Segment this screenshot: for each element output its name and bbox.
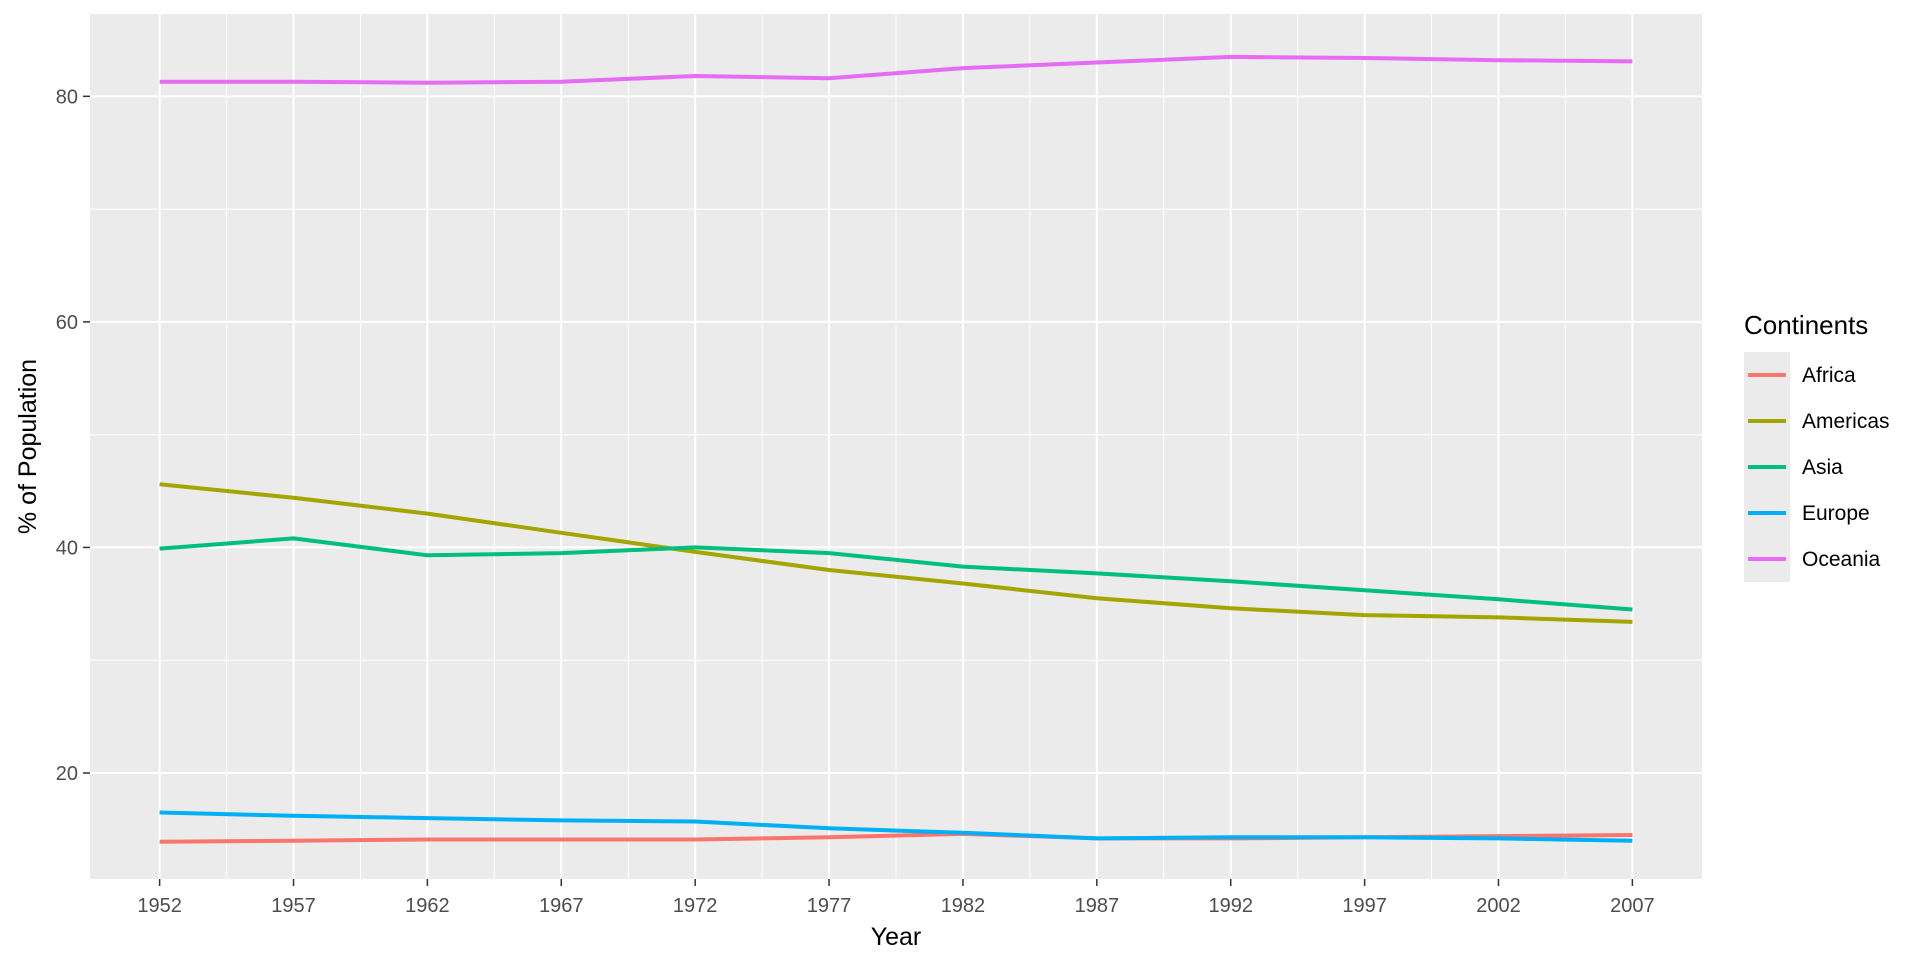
series-line-americas (159, 482, 1633, 624)
y-tick-label: 20 (56, 763, 78, 785)
y-axis: 20 40 60 80 (56, 86, 90, 785)
series-line-oceania (159, 54, 1633, 85)
x-tick-label: 2002 (1476, 895, 1521, 917)
x-tick-label: 1982 (941, 895, 986, 917)
x-tick-label: 1957 (271, 895, 316, 917)
x-tick-label: 1962 (405, 895, 450, 917)
legend-label-americas: Americas (1802, 410, 1890, 433)
x-tick-label: 1992 (1208, 895, 1253, 917)
series-lines (159, 54, 1633, 844)
legend: Continents Africa Americas Asia Europe Ocean… (1744, 310, 1890, 582)
x-tick-label: 1972 (673, 895, 718, 917)
x-tick-label: 1977 (807, 895, 852, 917)
y-tick-label: 40 (56, 537, 78, 559)
x-tick-label: 1997 (1342, 895, 1387, 917)
x-tick-label: 1987 (1075, 895, 1120, 917)
x-tick-label: 1967 (539, 895, 584, 917)
minor-gridlines (90, 14, 1702, 879)
x-tick-label: 1952 (137, 895, 182, 917)
major-gridlines (90, 14, 1702, 879)
legend-title: Continents (1744, 310, 1868, 340)
legend-label-asia: Asia (1802, 456, 1843, 479)
legend-items: Africa Americas Asia Europe Oceania (1748, 364, 1890, 571)
series-line-asia (159, 536, 1633, 612)
legend-label-oceania: Oceania (1802, 548, 1881, 571)
x-axis: 1952 1957 1962 1967 1972 1977 1982 1987 1992 1997… (137, 879, 1655, 917)
y-axis-title: % of Population (14, 359, 42, 534)
series-line-europe (159, 810, 1633, 843)
x-axis-title: Year (871, 923, 922, 951)
x-tick-label: 2007 (1610, 895, 1655, 917)
legend-label-africa: Africa (1802, 364, 1856, 387)
y-tick-label: 60 (56, 312, 78, 334)
legend-label-europe: Europe (1802, 502, 1870, 525)
y-tick-label: 80 (56, 86, 78, 108)
